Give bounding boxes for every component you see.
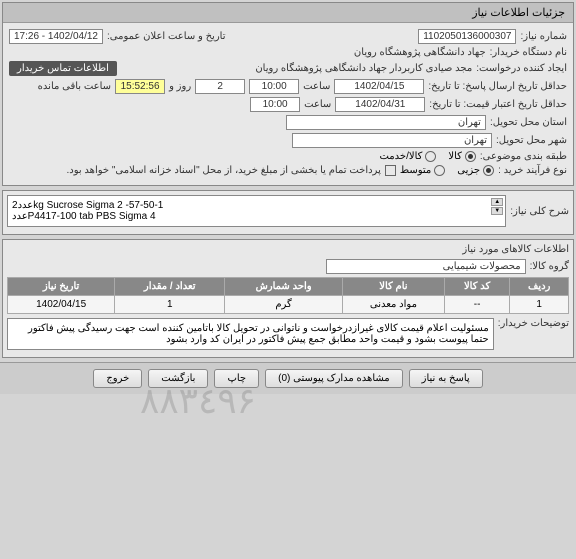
cell-code: -- xyxy=(444,296,509,314)
cell-row: 1 xyxy=(510,296,569,314)
remain-label: ساعت باقی مانده xyxy=(38,81,111,92)
goods-title: اطلاعات کالاهای مورد نیاز xyxy=(7,244,569,255)
col-unit: واحد شمارش xyxy=(225,278,343,296)
goods-table: ردیف کد کالا نام کالا واحد شمارش تعداد /… xyxy=(7,277,569,314)
radio-small[interactable]: جزیی xyxy=(457,165,494,176)
radio-goods-dot xyxy=(465,151,476,162)
col-name: نام کالا xyxy=(342,278,444,296)
col-qty: تعداد / مقدار xyxy=(115,278,225,296)
note-label: توضیحات خریدار: xyxy=(498,318,569,329)
province-label: استان محل تحویل: xyxy=(490,117,567,128)
validity-date: 1402/04/31 xyxy=(335,97,425,112)
radio-goods[interactable]: کالا xyxy=(448,151,476,162)
cell-unit: گرم xyxy=(225,296,343,314)
process-radios: جزیی متوسط xyxy=(400,165,494,176)
col-code: کد کالا xyxy=(444,278,509,296)
req-no-label: شماره نیاز: xyxy=(520,31,567,42)
radio-service-label: کالا/خدمت xyxy=(379,151,422,162)
radio-medium[interactable]: متوسط xyxy=(400,165,445,176)
desc-section: شرح کلی نیاز: ▲ ▼ عدد2kg Sucrose Sigma 2… xyxy=(2,190,574,235)
table-row[interactable]: 1 -- مواد معدنی گرم 1 1402/04/15 xyxy=(8,296,569,314)
requester-label: ایجاد کننده درخواست: xyxy=(476,63,567,74)
time-label-1: ساعت xyxy=(303,81,330,92)
cell-name: مواد معدنی xyxy=(342,296,444,314)
city-field: تهران xyxy=(292,133,492,148)
req-no-field: 1102050136000307 xyxy=(418,29,516,44)
group-label: گروه کالا: xyxy=(530,261,569,272)
validity-label: حداقل تاریخ اعتبار قیمت: تا تاریخ: xyxy=(429,99,567,110)
radio-service[interactable]: کالا/خدمت xyxy=(379,151,436,162)
time-label-2: ساعت xyxy=(304,99,331,110)
header-panel: شماره نیاز: 1102050136000307 تاریخ و ساع… xyxy=(3,23,573,185)
deadline-label: حداقل تاریخ ارسال پاسخ: تا تاریخ: xyxy=(428,81,567,92)
remain-time: 15:52:56 xyxy=(115,79,165,94)
desc-line-2: عددP4417-100 tab PBS Sigma 4 xyxy=(12,211,501,222)
attach-button[interactable]: مشاهده مدارک پیوستی (0) xyxy=(265,369,403,388)
days-label: روز و xyxy=(169,81,191,92)
desc-label: شرح کلی نیاز: xyxy=(510,206,569,217)
datetime-field: 1402/04/12 - 17:26 xyxy=(9,29,103,44)
back-button[interactable]: بازگشت xyxy=(148,369,208,388)
spinner-down[interactable]: ▼ xyxy=(491,207,503,215)
days-field: 2 xyxy=(195,79,245,94)
requester-value: مجد صیادی کاربردار جهاد دانشگاهی پژوهشگا… xyxy=(255,63,472,74)
desc-box: ▲ ▼ عدد2kg Sucrose Sigma 2 -57-50-1 عددP… xyxy=(7,195,506,227)
radio-service-dot xyxy=(425,151,436,162)
exit-button[interactable]: خروج xyxy=(93,369,142,388)
col-row: ردیف xyxy=(510,278,569,296)
col-date: تاریخ نیاز xyxy=(8,278,115,296)
cell-qty: 1 xyxy=(115,296,225,314)
goods-section: اطلاعات کالاهای مورد نیاز گروه کالا: محص… xyxy=(2,239,574,358)
radio-medium-label: متوسط xyxy=(400,165,431,176)
buyer-label: نام دستگاه خریدار: xyxy=(490,47,567,58)
deadline-time: 10:00 xyxy=(249,79,299,94)
cell-date: 1402/04/15 xyxy=(8,296,115,314)
window-title: جزئیات اطلاعات نیاز xyxy=(3,3,573,23)
cat-label: طبقه بندی موضوعی: xyxy=(480,151,567,162)
group-field: محصولات شیمیایی xyxy=(326,259,526,274)
radio-goods-label: کالا xyxy=(448,151,462,162)
desc-line-1: عدد2kg Sucrose Sigma 2 -57-50-1 xyxy=(12,200,501,211)
note-box: مسئولیت اعلام قیمت کالای غیرازدرخواست و … xyxy=(7,318,494,350)
reply-button[interactable]: پاسخ به نیاز xyxy=(409,369,483,388)
radio-small-label: جزیی xyxy=(457,165,480,176)
category-radios: کالا کالا/خدمت xyxy=(379,151,475,162)
datetime-label: تاریخ و ساعت اعلان عمومی: xyxy=(107,31,226,42)
deadline-date: 1402/04/15 xyxy=(334,79,424,94)
contact-button[interactable]: اطلاعات تماس خریدار xyxy=(9,61,117,76)
process-label: نوع فرآیند خرید : xyxy=(498,165,567,176)
main-window: جزئیات اطلاعات نیاز شماره نیاز: 11020501… xyxy=(2,2,574,186)
province-field: تهران xyxy=(286,115,486,130)
bottom-bar: پاسخ به نیاز مشاهده مدارک پیوستی (0) چاپ… xyxy=(0,362,576,394)
validity-time: 10:00 xyxy=(250,97,300,112)
radio-medium-dot xyxy=(434,165,445,176)
radio-small-dot xyxy=(483,165,494,176)
table-header: ردیف کد کالا نام کالا واحد شمارش تعداد /… xyxy=(8,278,569,296)
payment-checkbox[interactable] xyxy=(385,165,396,176)
print-button[interactable]: چاپ xyxy=(214,369,259,388)
spinner[interactable]: ▲ ▼ xyxy=(491,198,503,215)
city-label: شهر محل تحویل: xyxy=(496,135,567,146)
buyer-value: جهاد دانشگاهی پژوهشگاه رویان xyxy=(354,47,486,58)
spinner-up[interactable]: ▲ xyxy=(491,198,503,206)
payment-note: پرداخت تمام یا بخشی از مبلغ خرید، از محل… xyxy=(66,165,380,176)
